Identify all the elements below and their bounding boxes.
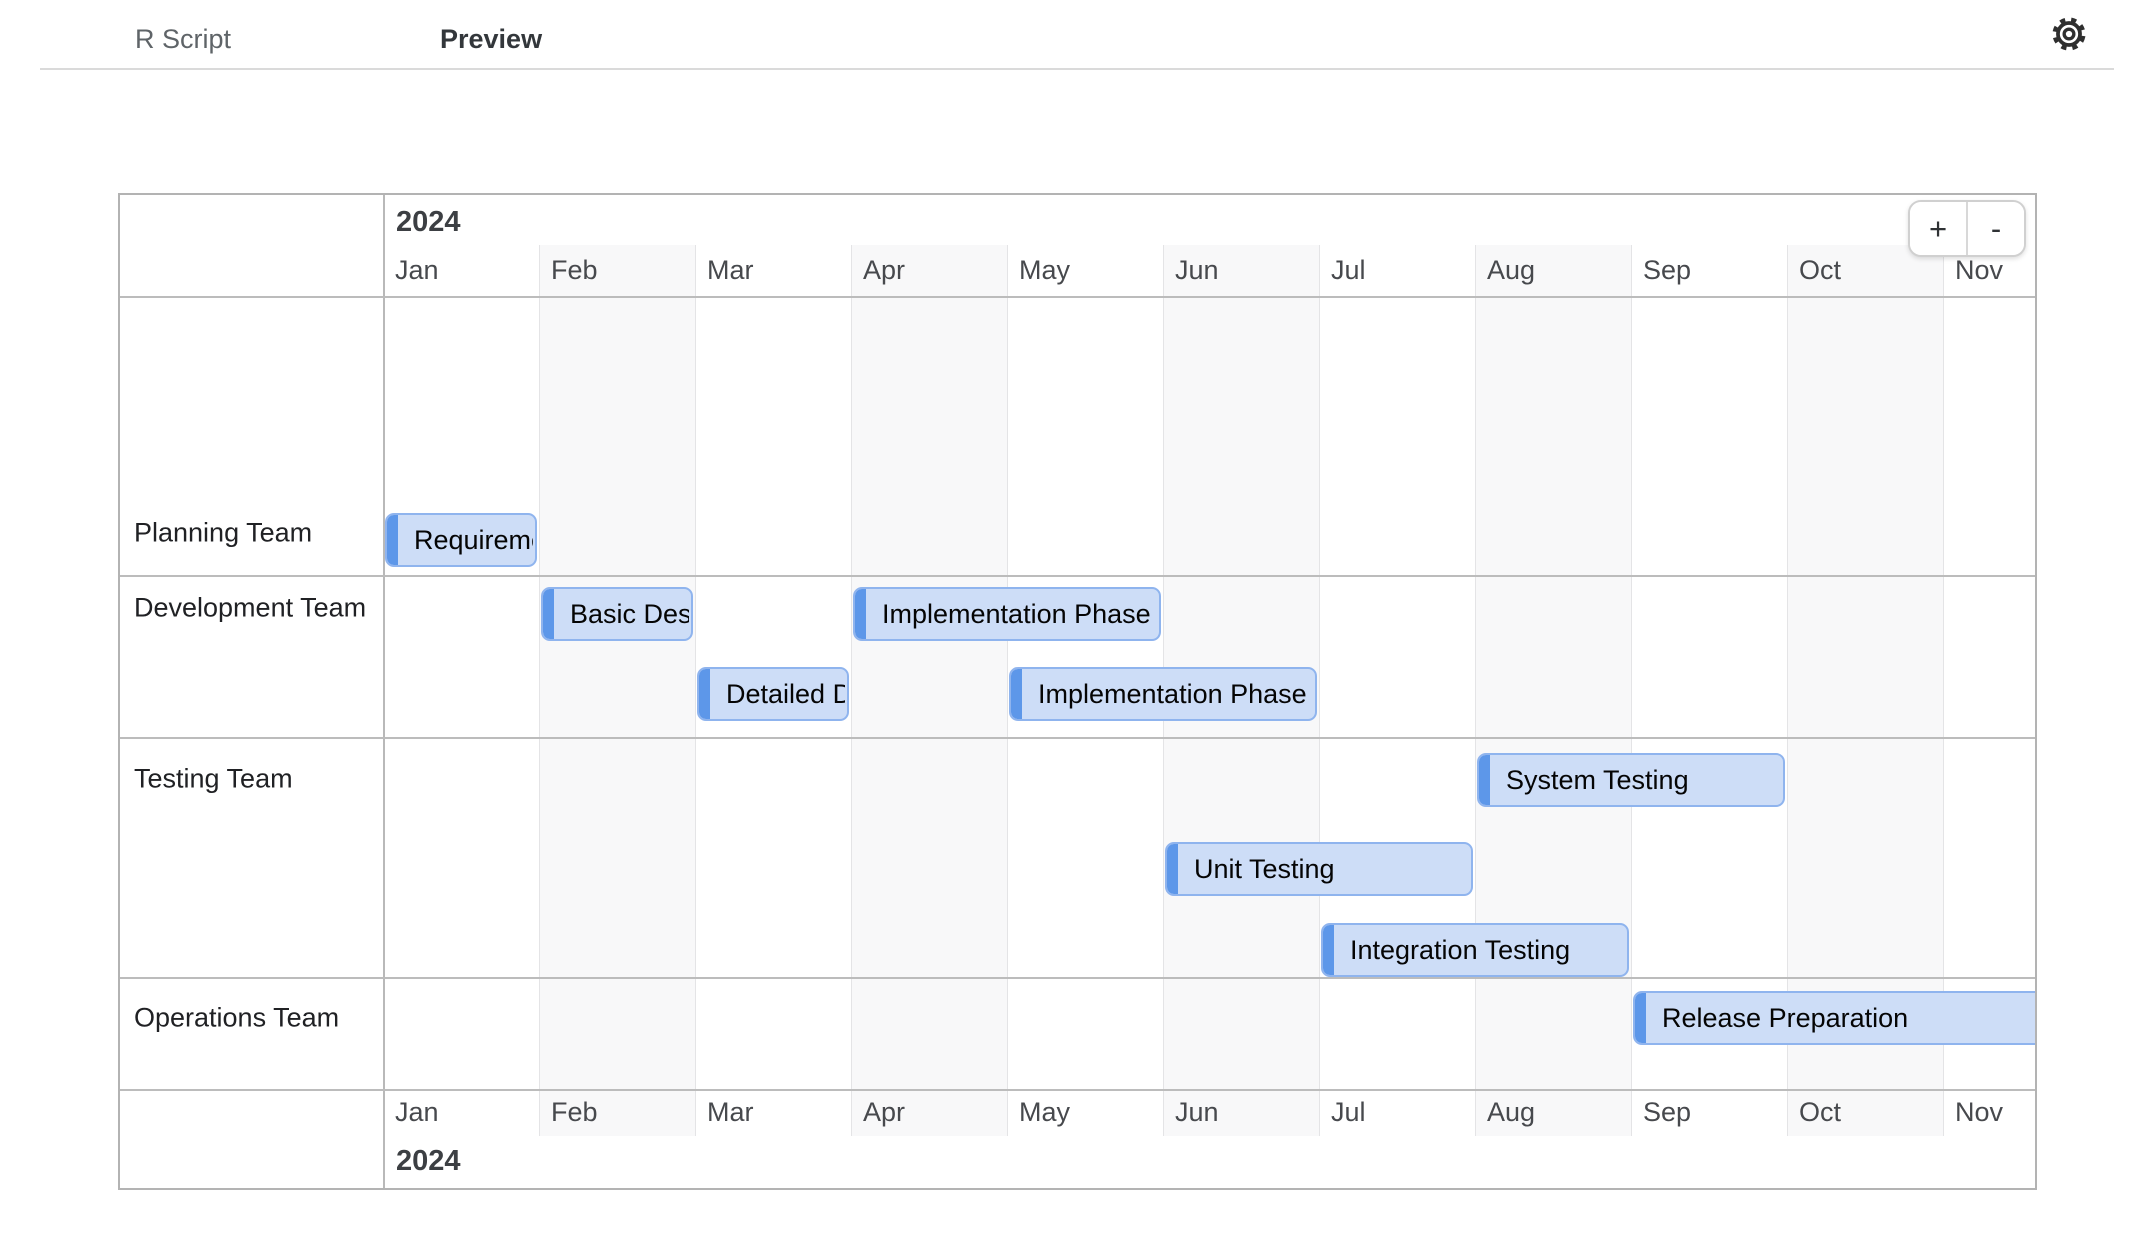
gridline-apr	[851, 245, 852, 1136]
month-label-bottom: Oct	[1799, 1097, 1842, 1127]
year-label-top: 2024	[396, 206, 461, 238]
task-bar-release-preparation[interactable]: Release Preparation	[1633, 991, 2035, 1045]
task-bar-implementation-phase-1[interactable]: Implementation Phase	[853, 587, 1161, 641]
task-bar-system-testing[interactable]: System Testing	[1477, 753, 1785, 807]
topbar-divider	[40, 68, 2114, 70]
group-column-separator	[383, 195, 385, 1188]
gridline-nov	[1943, 245, 1944, 1136]
row-line-development-testing	[120, 737, 2035, 739]
task-bar-implementation-phase-2[interactable]: Implementation Phase	[1009, 667, 1317, 721]
row-line-operations-axis	[120, 1089, 2035, 1091]
topbar: R Script Preview	[0, 0, 2152, 70]
task-bar-requirements[interactable]: Requireme	[385, 513, 537, 567]
task-bar-accent	[855, 589, 866, 639]
tab-r-script[interactable]: R Script	[135, 24, 232, 54]
task-bar-unit-testing[interactable]: Unit Testing	[1165, 842, 1473, 896]
task-bar-accent	[543, 589, 554, 639]
month-label-top: Jul	[1331, 255, 1366, 285]
group-label-operations-team: Operations Team	[134, 1002, 340, 1033]
header-bottom-line	[120, 296, 2035, 298]
month-label-top: May	[1019, 255, 1071, 285]
gridline-oct	[1787, 245, 1788, 1136]
gantt-chart: 2024 Jan Feb Mar Apr May Jun Jul Aug Sep…	[118, 193, 2037, 1190]
month-label-bottom: Jan	[395, 1097, 439, 1127]
task-bar-accent	[1167, 844, 1178, 894]
gridline-may	[1007, 245, 1008, 1136]
shaded-column-oct	[1787, 245, 1943, 1136]
task-bar-integration-testing[interactable]: Integration Testing	[1321, 923, 1629, 977]
tab-preview[interactable]: Preview	[440, 24, 543, 54]
gear-icon[interactable]	[2048, 13, 2090, 55]
zoom-in-button[interactable]: +	[1910, 202, 1968, 255]
month-label-top: Feb	[551, 255, 598, 285]
month-label-bottom: Jul	[1331, 1097, 1366, 1127]
zoom-controls: + -	[1908, 200, 2026, 257]
group-label-development-team: Development Team	[134, 592, 367, 623]
shaded-column-apr	[851, 245, 1007, 1136]
shaded-column-feb	[539, 245, 695, 1136]
month-label-bottom: Mar	[707, 1097, 754, 1127]
month-label-bottom: Feb	[551, 1097, 598, 1127]
month-label-top: Jun	[1175, 255, 1219, 285]
month-label-top: Oct	[1799, 255, 1842, 285]
gridline-feb	[539, 245, 540, 1136]
task-bar-basic-design[interactable]: Basic Des	[541, 587, 693, 641]
month-label-top: Jan	[395, 255, 439, 285]
shaded-column-aug	[1475, 245, 1631, 1136]
month-label-top: Apr	[863, 255, 906, 285]
task-bar-accent	[1479, 755, 1490, 805]
task-bar-accent	[1011, 669, 1022, 719]
group-label-testing-team: Testing Team	[134, 763, 293, 794]
gridline-sep	[1631, 245, 1632, 1136]
zoom-out-button[interactable]: -	[1968, 202, 2024, 255]
task-bar-accent	[387, 515, 398, 565]
row-line-testing-operations	[120, 977, 2035, 979]
task-bar-accent	[699, 669, 710, 719]
gridline-aug	[1475, 245, 1476, 1136]
month-label-bottom: Nov	[1955, 1097, 2004, 1127]
month-label-bottom: Apr	[863, 1097, 906, 1127]
task-bar-accent	[1635, 993, 1646, 1043]
month-label-top: Nov	[1955, 255, 2004, 285]
month-label-top: Sep	[1643, 255, 1692, 285]
task-bar-detailed-design[interactable]: Detailed D	[697, 667, 849, 721]
month-label-bottom: Sep	[1643, 1097, 1692, 1127]
month-label-top: Mar	[707, 255, 754, 285]
row-line-planning-development	[120, 575, 2035, 577]
group-label-planning-team: Planning Team	[134, 517, 313, 548]
month-label-bottom: Jun	[1175, 1097, 1219, 1127]
gridline-mar	[695, 245, 696, 1136]
year-label-bottom: 2024	[396, 1145, 461, 1177]
month-label-bottom: May	[1019, 1097, 1071, 1127]
gridline-jul	[1319, 245, 1320, 1136]
month-label-bottom: Aug	[1487, 1097, 1536, 1127]
month-label-top: Aug	[1487, 255, 1536, 285]
task-bar-accent	[1323, 925, 1334, 975]
